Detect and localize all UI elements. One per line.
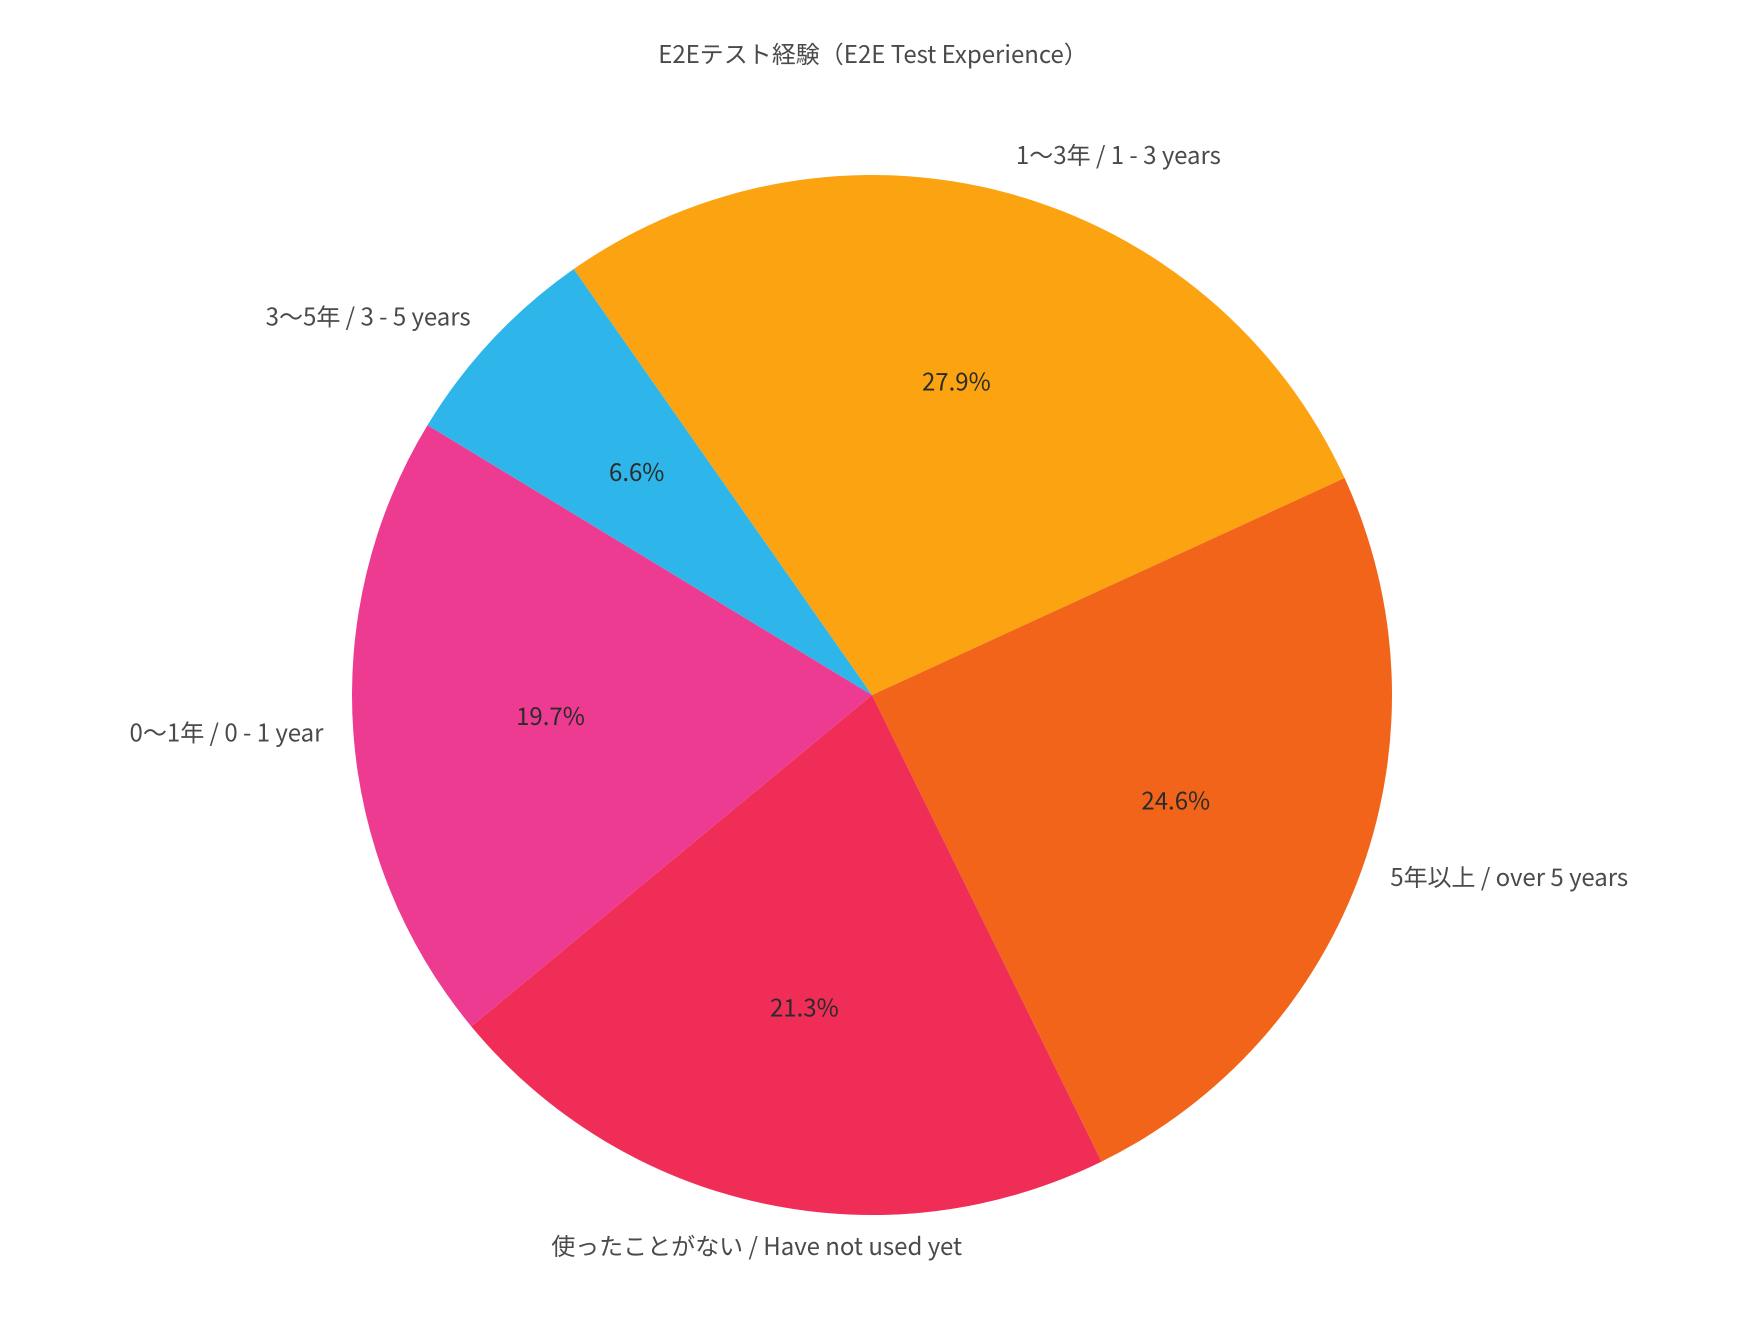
slice-value-label: 24.6% — [1141, 782, 1210, 817]
slice-category-label: 1〜3年 / 1 - 3 years — [1016, 136, 1221, 171]
chart-title: E2Eテスト経験（E2E Test Experience） — [0, 35, 1746, 70]
slice-value-label: 19.7% — [516, 697, 585, 732]
slice-value-label: 6.6% — [609, 453, 664, 488]
slice-value-label: 21.3% — [770, 989, 839, 1024]
slice-value-label: 27.9% — [922, 362, 991, 397]
slice-category-label: 3〜5年 / 3 - 5 years — [266, 297, 471, 332]
pie-chart: 27.9% 1〜3年 / 1 - 3 years 24.6% 5年以上 / over … — [0, 0, 1746, 1330]
slice-category-label: 5年以上 / over 5 years — [1390, 858, 1628, 893]
slice-category-label: 0〜1年 / 0 - 1 year — [130, 713, 325, 748]
slice-category-label: 使ったことがない / Have not used yet — [551, 1227, 962, 1262]
